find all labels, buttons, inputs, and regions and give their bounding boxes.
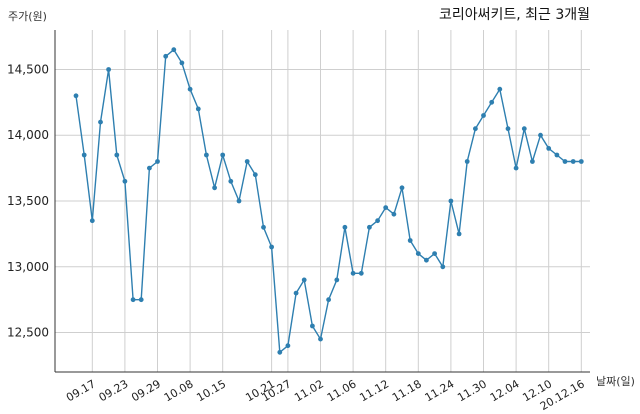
data-point [138, 297, 144, 303]
data-point [350, 270, 356, 276]
data-point [73, 93, 79, 99]
data-point [310, 323, 315, 329]
data-point [236, 198, 242, 204]
data-point [106, 67, 111, 72]
data-point [171, 47, 177, 53]
data-point [562, 159, 568, 164]
data-point [195, 106, 201, 112]
data-point [277, 349, 283, 355]
data-point [147, 165, 152, 171]
x-tick-label: 11.12 [357, 377, 391, 404]
data-point [163, 53, 169, 59]
data-point [204, 152, 209, 158]
data-point [179, 60, 185, 66]
data-point [261, 224, 266, 230]
data-point [424, 257, 429, 263]
x-tick-label: 11.06 [325, 377, 359, 404]
data-point [301, 277, 307, 283]
data-point [497, 86, 503, 92]
data-point [342, 224, 348, 230]
chart-title: 코리아써키트, 최근 3개월 [439, 7, 590, 23]
y-tick-label: 13,000 [7, 260, 49, 274]
data-point [546, 146, 552, 151]
x-tick-label: 10.08 [162, 377, 196, 404]
data-point [383, 205, 389, 211]
data-point [505, 126, 511, 132]
y-tick-label: 13,500 [7, 194, 49, 208]
data-point [407, 238, 413, 243]
data-point [415, 251, 421, 256]
data-point [228, 178, 234, 184]
gridlines [55, 30, 590, 372]
data-point [375, 218, 380, 224]
data-point [89, 218, 95, 224]
y-tick-label: 14,000 [7, 128, 49, 142]
y-tick-labels: 12,500 13,000 13,500 14,000 14,500 [7, 62, 49, 339]
x-tick-label: 11.24 [423, 377, 457, 404]
data-point [220, 152, 226, 158]
data-point [578, 159, 584, 164]
data-point [391, 211, 397, 217]
y-tick-label: 12,500 [7, 326, 49, 340]
data-point [538, 132, 543, 138]
price-series [73, 47, 584, 355]
data-point [570, 159, 576, 164]
data-point [285, 343, 291, 349]
data-point [448, 198, 454, 204]
data-point [358, 270, 364, 276]
y-tick-label: 14,500 [7, 62, 49, 76]
data-point [334, 277, 340, 283]
data-point [513, 165, 519, 171]
x-tick-label: 10.15 [194, 377, 228, 404]
x-tick-label: 09.17 [64, 377, 98, 404]
x-tick-label: 11.30 [455, 377, 489, 404]
data-point [489, 99, 495, 105]
data-point [554, 152, 560, 158]
data-point [187, 86, 193, 92]
data-point [367, 224, 372, 230]
x-tick-label: 12.04 [488, 377, 522, 404]
data-point [326, 297, 331, 303]
data-point [521, 126, 527, 132]
data-point [432, 251, 437, 256]
data-point [98, 119, 103, 125]
data-point [464, 159, 470, 164]
x-tick-label: 11.02 [292, 377, 326, 404]
data-point [269, 244, 274, 250]
data-point [530, 159, 535, 164]
data-point [318, 336, 323, 342]
data-point [81, 152, 87, 158]
data-point [114, 152, 120, 158]
data-point [473, 126, 478, 132]
x-tick-label: 11.18 [390, 377, 424, 404]
x-tick-label: 09.23 [97, 377, 131, 404]
data-point [440, 264, 446, 270]
data-point [252, 172, 258, 178]
data-point [399, 185, 405, 191]
data-point [155, 159, 160, 164]
data-point [212, 185, 218, 191]
data-point [293, 290, 299, 296]
data-point [244, 159, 250, 164]
x-tick-label: 09.29 [129, 377, 163, 404]
data-point [481, 113, 486, 118]
data-point [130, 297, 136, 303]
axes [54, 30, 590, 373]
x-axis-title: 날짜(일) [596, 374, 635, 388]
y-axis-title: 주가(원) [8, 10, 47, 23]
data-point [456, 231, 462, 237]
data-point [122, 178, 128, 184]
